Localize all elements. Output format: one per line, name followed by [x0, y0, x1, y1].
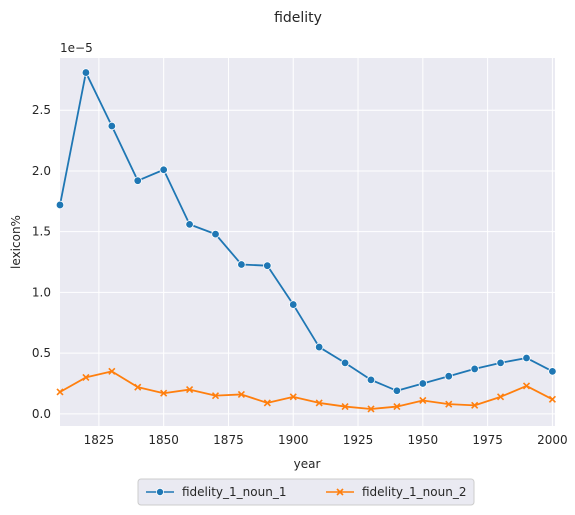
data-point [186, 385, 194, 394]
legend-box [137, 478, 475, 506]
grid-lines [60, 58, 555, 426]
data-point [107, 121, 117, 131]
data-point [444, 372, 453, 381]
legend-entry-2: fidelity_1_noun_2 [326, 485, 466, 499]
data-point [289, 393, 297, 401]
data-point [237, 260, 246, 269]
data-point [159, 165, 168, 174]
legend-label-2: fidelity_1_noun_2 [362, 485, 466, 499]
series-line [59, 370, 553, 410]
data-point [470, 364, 479, 374]
data-point [392, 386, 402, 395]
data-point [160, 389, 168, 397]
data-point [289, 300, 298, 309]
data-point [81, 68, 91, 77]
legend-label-1: fidelity_1_noun_1 [182, 485, 286, 499]
data-point [56, 388, 64, 396]
y-tick-label: 2.5 [32, 103, 51, 117]
series-2 [56, 367, 556, 413]
data-point [211, 392, 220, 400]
legend-marker-circle [155, 487, 164, 496]
x-axis-label: year [294, 457, 321, 471]
y-tick-label: 0.5 [32, 346, 51, 360]
data-point [548, 395, 556, 403]
y-tick-label: 1.0 [32, 285, 51, 299]
x-tick-label: 1900 [278, 433, 309, 447]
x-tick-label: 1950 [408, 433, 439, 447]
data-point [496, 358, 505, 368]
y-multiplier-label: 1e−5 [60, 41, 93, 55]
data-point [185, 220, 194, 229]
x-tick-label: 1975 [472, 433, 503, 447]
data-point [393, 403, 401, 411]
x-tick-label: 1925 [343, 433, 374, 447]
x-tick-label: 1825 [84, 433, 115, 447]
series-layer [55, 68, 557, 413]
legend-marker-x [336, 488, 344, 496]
data-point [211, 229, 220, 239]
x-tick-label: 1875 [213, 433, 244, 447]
data-point [108, 367, 116, 375]
data-point [445, 400, 453, 408]
data-point [418, 379, 428, 388]
data-point [366, 375, 376, 385]
data-point [471, 401, 479, 409]
data-point [82, 373, 90, 381]
data-point [263, 261, 272, 270]
data-point [522, 353, 531, 363]
y-tick-label: 1.5 [32, 225, 51, 239]
data-point [497, 393, 505, 401]
y-axis-label: lexicon% [9, 215, 23, 269]
data-point [133, 176, 142, 185]
series-1 [55, 68, 557, 395]
data-point [548, 367, 557, 376]
data-point [340, 358, 350, 368]
data-point [315, 399, 323, 407]
plot-area [60, 58, 555, 426]
data-point [522, 382, 531, 390]
data-point [314, 342, 324, 352]
legend: fidelity_1_noun_1 fidelity_1_noun_2 [137, 478, 475, 506]
data-point [237, 390, 245, 398]
data-point [263, 399, 271, 407]
tick-labels: 1825 1850 1875 1900 1925 1950 1975 2000 0.0 0.5 1.… [32, 103, 568, 447]
data-point [419, 396, 427, 405]
x-tick-label: 1850 [148, 433, 179, 447]
legend-entry-1: fidelity_1_noun_1 [146, 485, 286, 499]
x-tick-label: 2000 [537, 433, 568, 447]
data-point [134, 383, 142, 391]
data-point [341, 403, 349, 411]
chart-title: fidelity [274, 10, 322, 26]
series-line [59, 71, 553, 392]
y-tick-label: 0.0 [32, 407, 51, 421]
data-point [55, 200, 65, 210]
data-point [367, 405, 375, 413]
y-tick-label: 2.0 [32, 164, 51, 178]
